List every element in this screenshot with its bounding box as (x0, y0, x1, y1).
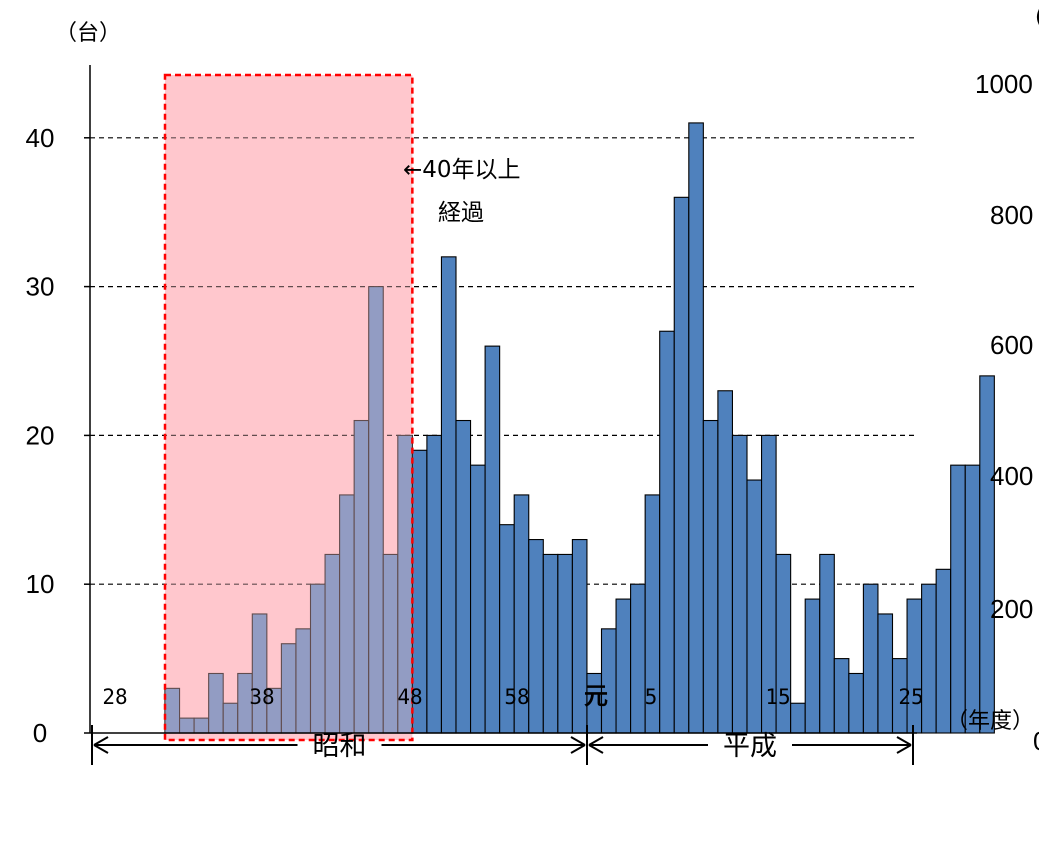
bar-75 (790, 702, 806, 734)
bar-86 (950, 464, 966, 734)
y-unit-label: （台） (55, 21, 121, 46)
era-arrow-right-1 (896, 736, 912, 754)
bar-66 (659, 330, 675, 734)
bar-76 (804, 598, 821, 734)
bar-63 (615, 598, 632, 734)
right-axis-tick-400: 400 (990, 461, 1033, 491)
bar-62 (600, 628, 617, 734)
era-arrow-left-1 (588, 736, 604, 754)
right-axis-tick-0: 0 (1033, 726, 1039, 756)
x-tick-label-78: 15 (765, 685, 790, 709)
bar-71 (731, 434, 748, 734)
era-arrow-left-0 (93, 736, 109, 754)
bar-57 (528, 539, 544, 734)
x-tick-label-48: 48 (397, 685, 422, 709)
bar-53 (469, 464, 486, 734)
bar-77 (819, 553, 835, 734)
y-tick-label-30: 30 (26, 272, 55, 302)
right-axis-title-fragment: ( (1035, 5, 1039, 30)
bar-83 (906, 598, 923, 734)
bar-52 (455, 419, 472, 734)
bar-80 (862, 583, 879, 734)
bar-88 (979, 375, 995, 734)
x-tick-label-68: 5 (645, 685, 658, 709)
highlight-border (163, 73, 414, 742)
bar-79 (848, 672, 864, 734)
era-arrow-right-0 (570, 736, 586, 754)
right-axis-tick-200: 200 (990, 594, 1033, 624)
y-tick-label-40: 40 (26, 123, 55, 153)
y-tick-label-0: 0 (33, 718, 47, 748)
y-tick-label-20: 20 (26, 420, 55, 450)
bar-64 (630, 583, 646, 734)
x-tick-label-88: 25 (898, 685, 923, 709)
grid-layer (90, 137, 917, 585)
x-tick-label-38: 38 (249, 685, 274, 709)
bar-67 (673, 196, 690, 734)
highlight-tint (165, 75, 413, 733)
bar-58 (542, 553, 559, 734)
x-unit-label: （年度） (946, 709, 1034, 734)
bar-84 (921, 583, 937, 734)
right-axis-tick-600: 600 (990, 330, 1033, 360)
bar-59 (557, 553, 573, 734)
highlight-label-line2: 経過 (438, 200, 484, 226)
bar-69 (702, 419, 719, 734)
bar-70 (717, 390, 734, 734)
x-tick-label-64: 元 (584, 682, 608, 710)
highlight-label-line1: ←40年以上 (403, 157, 521, 183)
right-axis-tick-800: 800 (990, 200, 1033, 230)
right-axis-layer: 0 200 400 600 800 1000 ( (975, 5, 1039, 756)
right-axis-tick-1000: 1000 (975, 69, 1033, 99)
bar-72 (746, 479, 763, 734)
era-label-0: 昭和 (313, 731, 367, 762)
bar-54 (484, 345, 501, 734)
bar-layer (163, 73, 995, 742)
x-tick-label-58: 58 (504, 685, 529, 709)
axis-layer: 0 10 20 30 40 (26, 65, 917, 748)
bar-87 (964, 464, 981, 734)
bar-51 (440, 256, 457, 734)
era-label-1: 平成 (723, 731, 777, 762)
bar-50 (426, 434, 442, 734)
bar-78 (833, 658, 850, 734)
x-tick-label-28: 28 (102, 685, 127, 709)
bar-68 (688, 122, 704, 734)
bar-81 (877, 613, 894, 734)
y-tick-label-10: 10 (26, 569, 55, 599)
era-layer: 昭和 平成 (91, 725, 914, 765)
